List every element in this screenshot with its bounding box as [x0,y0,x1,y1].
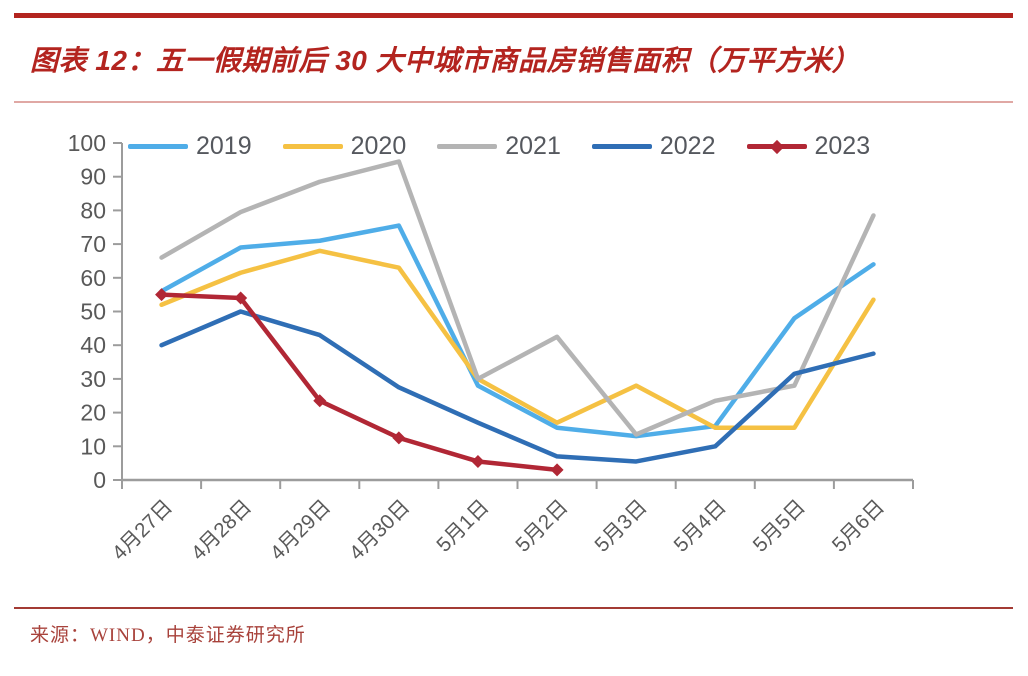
legend-swatch-2023 [746,139,807,154]
series-marker-2023 [392,431,406,445]
y-tick-label: 10 [80,433,106,459]
legend-item-2022: 2022 [591,132,716,160]
legend-label-2019: 2019 [196,132,252,160]
series-marker-2023 [155,288,169,302]
y-tick-label: 20 [80,400,106,426]
legend-item-2019: 2019 [128,134,252,159]
x-tick-label: 4月29日 [266,495,335,564]
series-line-2021 [159,159,876,437]
legend-swatch-2022 [591,144,652,149]
y-tick-label: 50 [80,299,106,325]
legend-label-2020: 2020 [350,132,407,160]
x-tick-label: 5月6日 [828,495,889,556]
y-tick-label: 70 [80,231,106,257]
line-chart: 0 10 20 30 40 50 60 70 80 90 100 4月27日 4月28日 4月29日 4月3… [0,125,1028,603]
y-tick-label: 60 [80,265,106,291]
y-tick-label: 30 [80,366,106,392]
series-marker-2023 [313,394,327,408]
legend-item-2020: 2020 [282,132,407,160]
series-marker-2023 [550,463,564,477]
source-divider [14,607,1013,609]
legend-swatch-2019 [128,144,188,149]
legend-item-2023: 2023 [746,132,871,160]
x-tick-label: 5月2日 [511,495,572,556]
series-line-2020 [159,248,876,431]
title-divider [14,101,1013,103]
x-tick-label: 4月27日 [108,495,177,564]
series-line-2023 [159,292,560,473]
x-tick-label: 5月4日 [669,495,730,556]
x-tick-label: 5月3日 [590,495,651,556]
legend-item-2021: 2021 [437,134,561,159]
chart-title: 图表 12：五一假期前后 30 大中城市商品房销售面积（万平方米） [30,45,861,76]
series-marker-2023 [471,454,485,468]
legend-swatch-2020 [282,144,343,149]
legend-label-2022: 2022 [659,132,716,160]
y-tick-label: 100 [68,130,106,156]
chart-canvas: 0 10 20 30 40 50 60 70 80 90 100 4月27日 4月28日 4月29日 4月3… [68,130,914,565]
chart-legend: 2019 2020 2021 2022 2023 [128,134,870,159]
legend-label-2023: 2023 [814,132,871,160]
source-text: 来源：WIND，中泰证券研究所 [30,625,306,646]
legend-label-2021: 2021 [505,132,561,160]
series-line-2019 [159,223,876,439]
top-rule [14,13,1013,18]
y-tick-label: 80 [80,197,106,223]
x-tick-label: 4月30日 [345,495,414,564]
y-tick-label: 40 [80,332,106,358]
y-tick-label: 0 [93,467,106,493]
x-tick-label: 5月5日 [748,495,809,556]
x-tick-label: 4月28日 [187,495,256,564]
x-tick-label: 5月1日 [432,495,493,556]
legend-swatch-2021 [437,144,498,149]
diamond-marker-icon [769,139,784,154]
series-marker-2023 [234,291,248,305]
series-line-2022 [159,309,876,464]
y-tick-label: 90 [80,164,106,190]
